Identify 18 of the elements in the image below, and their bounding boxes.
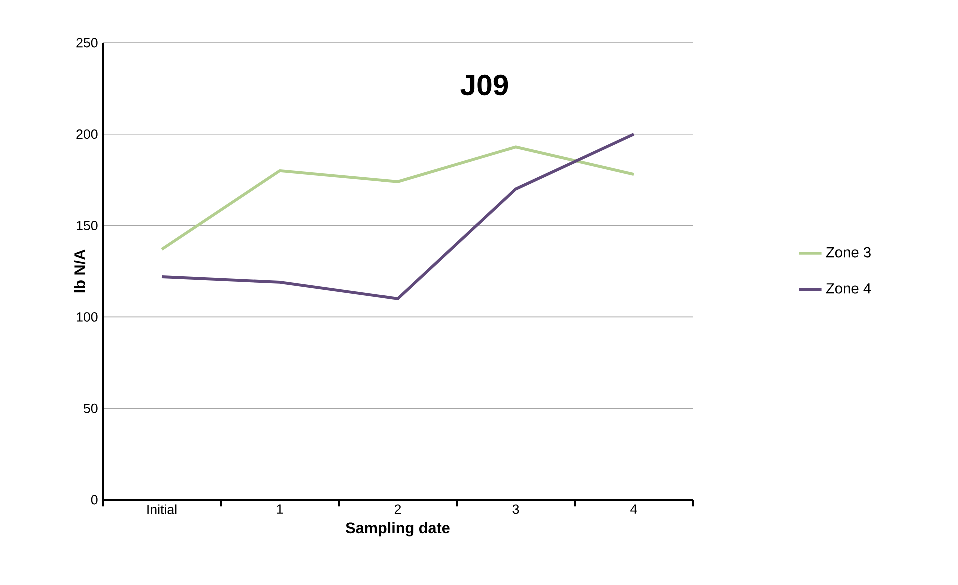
x-tick-label: 3 xyxy=(512,504,520,514)
x-axis-title: Sampling date xyxy=(346,522,450,537)
y-tick-label: 250 xyxy=(76,38,98,48)
x-tick-label: 1 xyxy=(277,504,284,514)
line-series xyxy=(160,146,636,252)
x-tick-label: 2 xyxy=(394,504,402,514)
y-tick-label: 200 xyxy=(76,130,98,140)
legend-label: Zone 4 xyxy=(826,284,872,294)
legend-label: Zone 3 xyxy=(826,247,871,258)
text: J09 xyxy=(460,74,508,96)
y-tick-label: 0 xyxy=(91,495,98,505)
y-tick-label: 150 xyxy=(77,221,98,231)
y-tick-label: 100 xyxy=(77,312,98,322)
line-series xyxy=(160,132,636,300)
x-tick-label: 4 xyxy=(630,504,638,514)
y-tick-label: 50 xyxy=(84,404,98,414)
y-axis-title: lb N/A xyxy=(74,250,86,293)
x-tick-label: Initial xyxy=(148,504,177,514)
